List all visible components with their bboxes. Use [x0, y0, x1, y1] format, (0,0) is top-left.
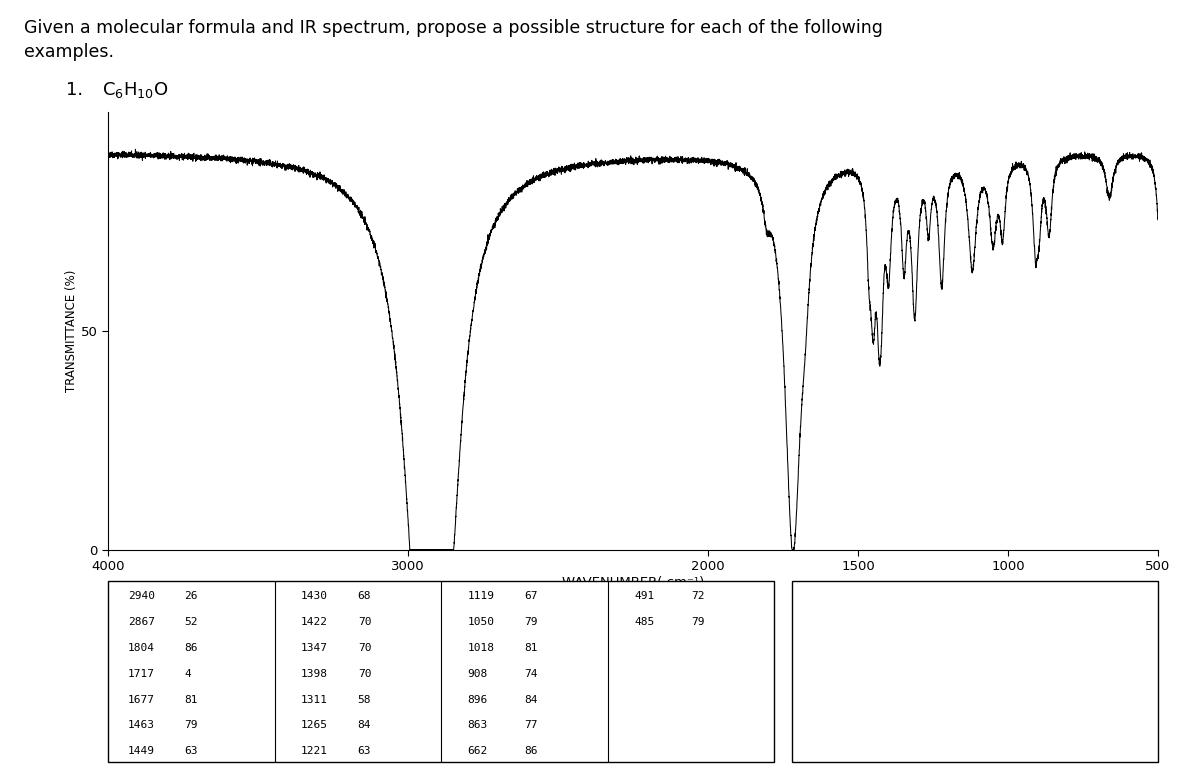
Text: Given a molecular formula and IR spectrum, propose a possible structure for each: Given a molecular formula and IR spectru… [24, 19, 883, 37]
Text: 1221: 1221 [301, 746, 328, 756]
Text: 86: 86 [185, 642, 198, 652]
Text: 84: 84 [358, 721, 371, 731]
Text: 68: 68 [358, 591, 371, 601]
Text: 63: 63 [358, 746, 371, 756]
Text: 70: 70 [358, 617, 371, 627]
Text: 1463: 1463 [128, 721, 155, 731]
Text: 77: 77 [524, 721, 538, 731]
Text: 1.: 1. [66, 81, 83, 99]
Text: 70: 70 [358, 669, 371, 679]
Text: 79: 79 [185, 721, 198, 731]
Y-axis label: TRANSMITTANCE (%): TRANSMITTANCE (%) [65, 269, 78, 392]
Text: 52: 52 [185, 617, 198, 627]
Text: 1398: 1398 [301, 669, 328, 679]
Text: 1347: 1347 [301, 642, 328, 652]
Text: 1422: 1422 [301, 617, 328, 627]
Text: 863: 863 [468, 721, 488, 731]
Text: 81: 81 [185, 694, 198, 704]
Text: examples.: examples. [24, 43, 114, 60]
Text: 4: 4 [185, 669, 191, 679]
Text: 81: 81 [524, 642, 538, 652]
Text: 26: 26 [185, 591, 198, 601]
Text: 2867: 2867 [128, 617, 155, 627]
Text: 1677: 1677 [128, 694, 155, 704]
X-axis label: WAVENUMBER( cm⁻¹): WAVENUMBER( cm⁻¹) [562, 576, 704, 589]
Text: 86: 86 [524, 746, 538, 756]
Text: 485: 485 [634, 617, 654, 627]
Text: 79: 79 [524, 617, 538, 627]
Text: 1119: 1119 [468, 591, 494, 601]
Text: $\mathrm{C_6H_{10}O}$: $\mathrm{C_6H_{10}O}$ [102, 80, 169, 100]
Text: 1430: 1430 [301, 591, 328, 601]
Text: 1311: 1311 [301, 694, 328, 704]
Text: 74: 74 [524, 669, 538, 679]
Text: 662: 662 [468, 746, 488, 756]
Text: 1265: 1265 [301, 721, 328, 731]
Text: 2940: 2940 [128, 591, 155, 601]
Text: 1717: 1717 [128, 669, 155, 679]
Text: 908: 908 [468, 669, 488, 679]
Text: 491: 491 [634, 591, 654, 601]
Text: 72: 72 [691, 591, 704, 601]
Text: 1449: 1449 [128, 746, 155, 756]
Text: 79: 79 [691, 617, 704, 627]
Text: 70: 70 [358, 642, 371, 652]
Text: 63: 63 [185, 746, 198, 756]
Text: 896: 896 [468, 694, 488, 704]
Text: 1050: 1050 [468, 617, 494, 627]
Text: 1804: 1804 [128, 642, 155, 652]
Text: 58: 58 [358, 694, 371, 704]
Text: 84: 84 [524, 694, 538, 704]
Text: 1018: 1018 [468, 642, 494, 652]
Text: 67: 67 [524, 591, 538, 601]
